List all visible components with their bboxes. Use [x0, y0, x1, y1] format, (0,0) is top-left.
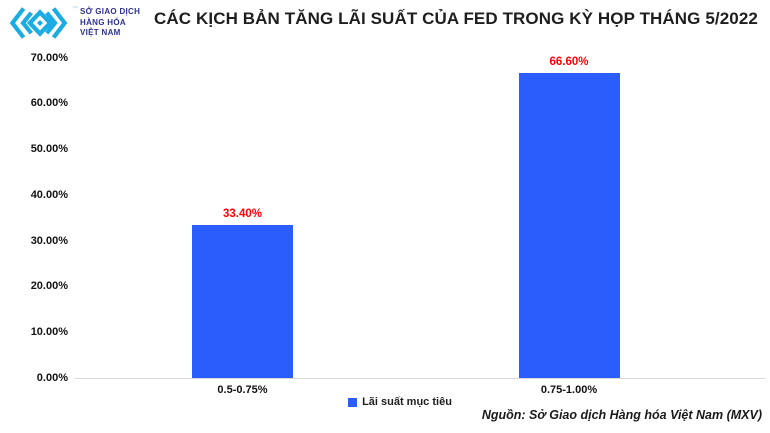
mxv-logo-text: SỞ GIAO DỊCH HÀNG HÓA VIỆT NAM [80, 7, 140, 38]
legend-swatch-icon [348, 397, 358, 407]
y-tick-label: 50.00% [30, 143, 68, 156]
bar [192, 225, 293, 378]
x-axis-line [75, 378, 765, 379]
y-tick-label: 10.00% [30, 326, 68, 339]
x-tick-label: 0.5-0.75% [217, 384, 268, 396]
source-caption: Nguồn: Sở Giao dịch Hàng hóa Việt Nam (M… [481, 408, 762, 422]
y-tick-label: 60.00% [30, 97, 68, 110]
logo-text-line1: SỞ GIAO DỊCH [80, 7, 141, 17]
bar [518, 73, 620, 378]
bar-value-label: 33.40% [222, 208, 262, 221]
y-tick-label: 30.00% [30, 234, 68, 247]
legend: Lãi suất mục tiêu [75, 396, 725, 408]
y-tick-label: 20.00% [30, 280, 68, 293]
y-tick-label: 40.00% [30, 188, 68, 201]
mxv-logo: ™ SỞ GIAO DỊCH HÀNG HÓA VIỆT NAM [10, 4, 140, 42]
logo-text-line2: HÀNG HÓA [80, 17, 126, 27]
legend-label: Lãi suất mục tiêu [362, 396, 452, 408]
mxv-logo-icon [10, 7, 68, 39]
trademark-symbol: ™ [72, 6, 78, 12]
chart-title: CÁC KỊCH BẢN TĂNG LÃI SUẤT CỦA FED TRONG… [154, 9, 758, 28]
y-tick-label: 0.00% [36, 372, 68, 384]
logo-text-line3: VIỆT NAM [80, 28, 121, 38]
y-tick-label: 70.00% [30, 51, 68, 64]
x-tick-label: 0.75-1.00% [540, 384, 598, 396]
bar-value-label: 66.60% [549, 56, 589, 69]
